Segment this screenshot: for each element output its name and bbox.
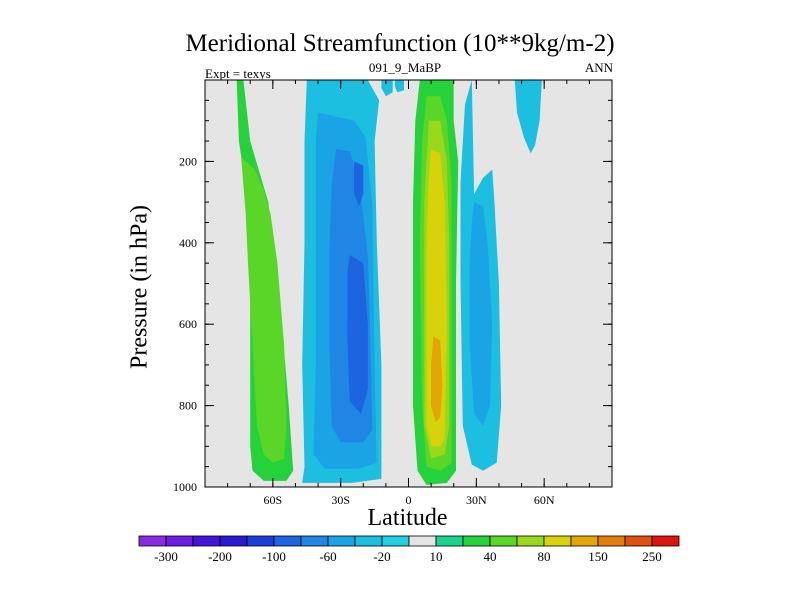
- contour-region-15: [469, 202, 493, 426]
- colorbar-swatch-17: [597, 535, 626, 547]
- colorbar-swatch-5: [273, 535, 302, 547]
- season-label: ANN: [584, 60, 613, 75]
- colorbar-swatch-16: [570, 535, 599, 547]
- x-tick-label-3: 30N: [466, 493, 487, 507]
- run-label: 091_9_MaBP: [368, 60, 442, 75]
- colorbar-swatch-4: [246, 535, 275, 547]
- colorbar-swatch-12: [462, 535, 491, 547]
- x-tick-label-4: 60N: [534, 493, 555, 507]
- chart-title: Meridional Streamfunction (10**9kg/m-2): [185, 30, 615, 57]
- contour-region-6: [354, 161, 364, 207]
- contour-region-13: [431, 336, 443, 422]
- y-tick-label-3: 800: [179, 399, 197, 413]
- colorbar-swatch-0: [138, 535, 167, 547]
- experiment-label: Expt = texys: [205, 66, 271, 81]
- colorbar-swatch-14: [516, 535, 545, 547]
- colorbar-swatch-2: [192, 535, 221, 547]
- colorbar-label-2: -100: [262, 549, 286, 564]
- colorbar-label-6: 40: [484, 549, 497, 564]
- colorbar-label-3: -60: [319, 549, 336, 564]
- colorbar-label-8: 150: [588, 549, 608, 564]
- colorbar-label-9: 250: [642, 549, 662, 564]
- colorbar-swatch-8: [354, 535, 383, 547]
- colorbar-swatch-9: [381, 535, 410, 547]
- colorbar-label-5: 10: [430, 549, 443, 564]
- x-tick-label-0: 60S: [263, 493, 282, 507]
- colorbar: -300 -200 -100 -60 -20 10 40 80 150 250: [138, 535, 680, 564]
- x-tick-label-2: 0: [406, 493, 412, 507]
- y-tick-label-1: 400: [179, 236, 197, 250]
- colorbar-swatch-7: [327, 535, 356, 547]
- contour-region-8: [394, 80, 404, 93]
- contour-region-1: [241, 157, 287, 463]
- colorbar-swatch-18: [624, 535, 653, 547]
- colorbar-swatch-3: [219, 535, 248, 547]
- y-tick-label-4: 1000: [173, 480, 197, 494]
- colorbar-swatch-6: [300, 535, 329, 547]
- y-tick-label-2: 600: [179, 317, 197, 331]
- contour-region-5: [347, 255, 368, 414]
- colorbar-label-1: -200: [208, 549, 232, 564]
- colorbar-label-0: -300: [154, 549, 178, 564]
- colorbar-swatch-1: [165, 535, 194, 547]
- plot-area: [205, 80, 612, 487]
- colorbar-swatch-19: [651, 535, 680, 547]
- colorbar-label-4: -20: [373, 549, 390, 564]
- colorbar-label-7: 80: [538, 549, 551, 564]
- colorbar-swatch-15: [543, 535, 572, 547]
- contour-region-7: [381, 80, 393, 97]
- contour-region-16: [514, 80, 542, 154]
- colorbar-swatch-11: [435, 535, 464, 547]
- x-axis-label: Latitude: [367, 505, 448, 531]
- colorbar-swatch-10: [408, 535, 437, 547]
- colorbar-swatch-13: [489, 535, 518, 547]
- x-tick-label-1: 30S: [331, 493, 350, 507]
- axes: 60S 30S 0 30N 60N 200 400 600 800 1000: [173, 79, 613, 507]
- y-tick-label-0: 200: [179, 154, 197, 168]
